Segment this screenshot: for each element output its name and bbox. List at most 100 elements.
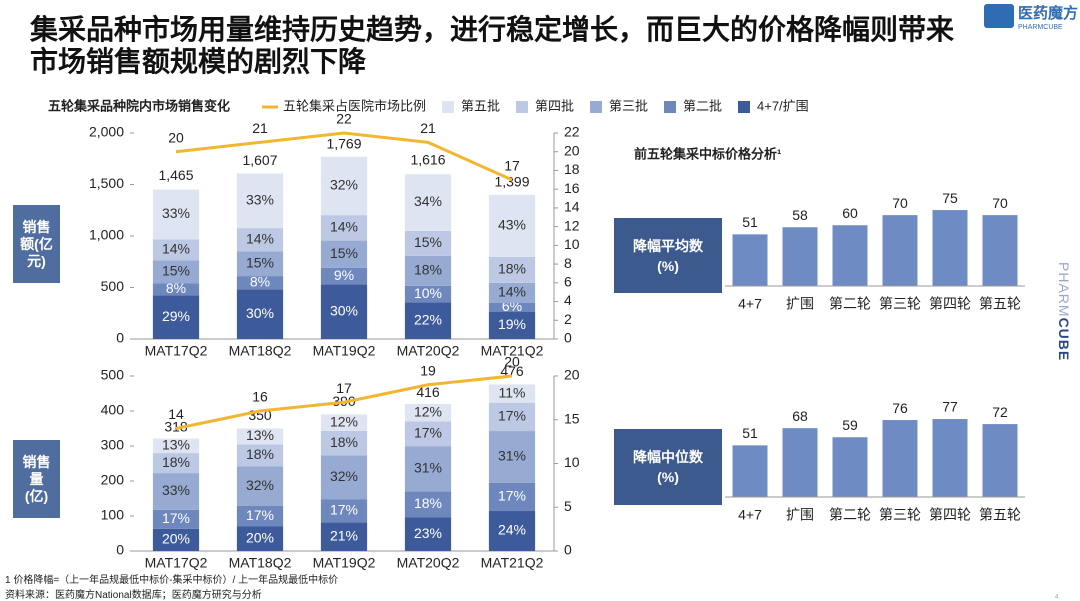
segment-label: 24% [498,522,526,538]
y-tick-label: 100 [101,507,125,523]
segment-label: 14% [162,241,190,257]
bar [832,225,868,286]
value-label: 76 [892,400,908,416]
legend-label: 4+7/扩围 [757,98,809,113]
y2-tick-label: 14 [564,199,580,215]
segment-label: 17% [414,424,442,440]
segment-label: 15% [330,245,358,261]
bar-segment [320,240,368,268]
x-tick-label: 第四轮 [929,296,971,312]
x-tick-label: MAT18Q2 [229,343,292,359]
segment-label: 15% [414,234,442,250]
bar-segment [152,473,200,510]
value-label: 59 [842,417,858,433]
y2-tick-label: 20 [564,142,580,158]
y2-tick-label: 10 [564,236,580,252]
bar-segment [488,282,536,303]
y-tick-label: 300 [101,437,125,453]
segment-label: 18% [162,454,190,470]
bar-segment [488,311,536,339]
line [175,374,513,430]
segment-label: 18% [414,495,442,511]
x-tick-label: 4+7 [738,296,762,312]
value-label: 68 [792,408,808,424]
bar-segment [320,156,368,216]
y2-tick-label: 18 [564,161,580,177]
chart-title: 前五轮集采中标价格分析¹ [634,146,781,161]
bar-segment [152,295,200,339]
x-tick-label: MAT20Q2 [397,343,460,359]
y2-tick-label: 0 [564,330,572,346]
legend-swatch [516,101,528,113]
bar-segment [488,431,536,483]
bar-segment [236,289,284,339]
total-label: 1,616 [410,151,445,167]
bar-segment [236,428,284,445]
bar-segment [236,228,284,252]
legend-label: 第三批 [609,98,648,113]
segment-label: 33% [162,205,190,221]
legend-swatch [738,101,750,113]
segment-label: 33% [246,191,274,207]
bar-segment [152,239,200,261]
x-tick-label: MAT20Q2 [397,555,460,571]
value-label: 72 [992,404,1008,420]
segment-label: 18% [246,446,274,462]
bar [982,215,1018,286]
x-tick-label: MAT21Q2 [481,555,544,571]
x-tick-label: MAT17Q2 [145,555,208,571]
segment-label: 10% [414,285,442,301]
y2-tick-label: 22 [564,124,580,140]
x-tick-label: MAT19Q2 [313,343,376,359]
segment-label: 17% [330,501,358,517]
x-tick-label: 第三轮 [879,507,921,523]
bar-segment [320,284,368,339]
bar-segment [488,256,536,283]
segment-label: 18% [414,261,442,277]
segment-label: 18% [498,261,526,277]
line-label: 22 [336,111,352,127]
segment-label: 14% [498,284,526,300]
bar-segment [236,251,284,277]
bar-segment [404,403,452,422]
x-tick-label: 4+7 [738,507,762,523]
segment-label: 15% [162,263,190,279]
value-label: 60 [842,205,858,221]
segment-label: 8% [250,273,270,289]
bar [782,227,818,286]
bar-segment [320,455,368,500]
legend-label: 第二批 [683,98,722,113]
bar-segment [404,174,452,231]
y2-tick-label: 5 [564,498,572,514]
bar-segment [404,517,452,551]
bar [832,437,868,497]
x-tick-label: 扩围 [786,507,814,523]
y-tick-label: 2,000 [89,124,124,140]
bar-segment [488,384,536,403]
segment-label: 13% [162,437,190,453]
y-tick-label: 500 [101,367,125,383]
page-number: 4 [1055,595,1059,601]
metric-label: 降幅平均数(%) [614,218,722,293]
bar-segment [152,528,200,551]
x-tick-label: 扩围 [786,296,814,312]
bar-segment [404,255,452,286]
logo: 医药魔方 [1018,4,1078,22]
segment-label: 11% [499,384,526,400]
segment-label: 32% [330,468,358,484]
y2-tick-label: 10 [564,454,580,470]
x-tick-label: 第二轮 [829,507,871,523]
x-tick-label: MAT18Q2 [229,555,292,571]
y2-tick-label: 2 [564,311,572,327]
x-tick-label: 第五轮 [979,296,1021,312]
segment-label: 17% [498,488,526,504]
total-label: 416 [416,384,440,400]
logo-icon [984,4,1014,28]
segment-label: 30% [330,302,358,318]
y-tick-label: 1,500 [89,175,124,191]
bar-segment [236,526,284,551]
segment-label: 12% [414,403,442,419]
line-label: 21 [420,120,436,136]
y-tick-label: 0 [116,542,124,558]
legend-swatch [664,101,676,113]
